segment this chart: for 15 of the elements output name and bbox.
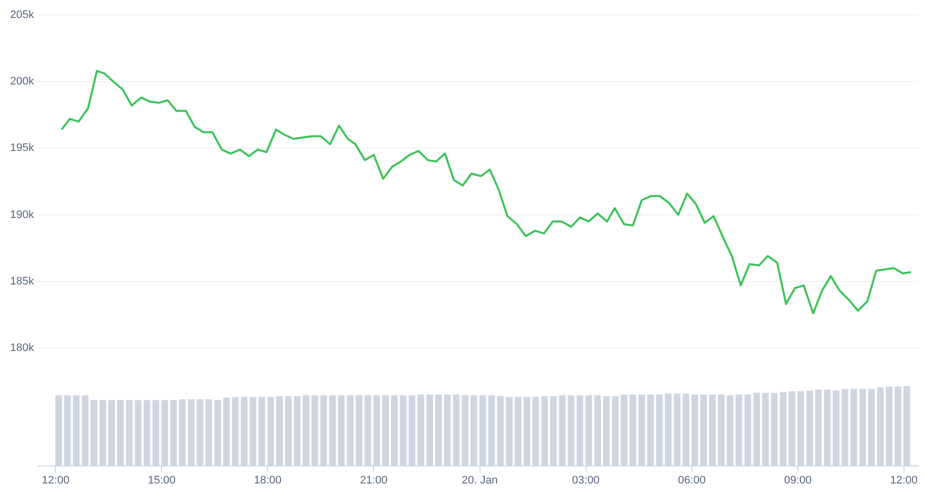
- x-tick-label: 09:00: [784, 474, 812, 487]
- y-tick-label: 195k: [10, 142, 34, 154]
- x-tick-label: 20. Jan: [462, 474, 498, 487]
- x-tick-label: 12:00: [890, 474, 918, 487]
- x-tick-label: 15:00: [148, 474, 176, 487]
- x-tick-label: 18:00: [254, 474, 282, 487]
- x-tick-label: 06:00: [678, 474, 706, 487]
- x-tick-label: 12:00: [42, 474, 70, 487]
- x-tick-label: 03:00: [572, 474, 600, 487]
- y-tick-label: 180k: [10, 342, 34, 354]
- y-tick-label: 185k: [10, 275, 34, 288]
- x-tick-label: 21:00: [360, 474, 388, 487]
- y-tick-label: 200k: [10, 76, 34, 88]
- y-tick-label: 205k: [10, 9, 34, 22]
- y-tick-label: 190k: [10, 208, 34, 221]
